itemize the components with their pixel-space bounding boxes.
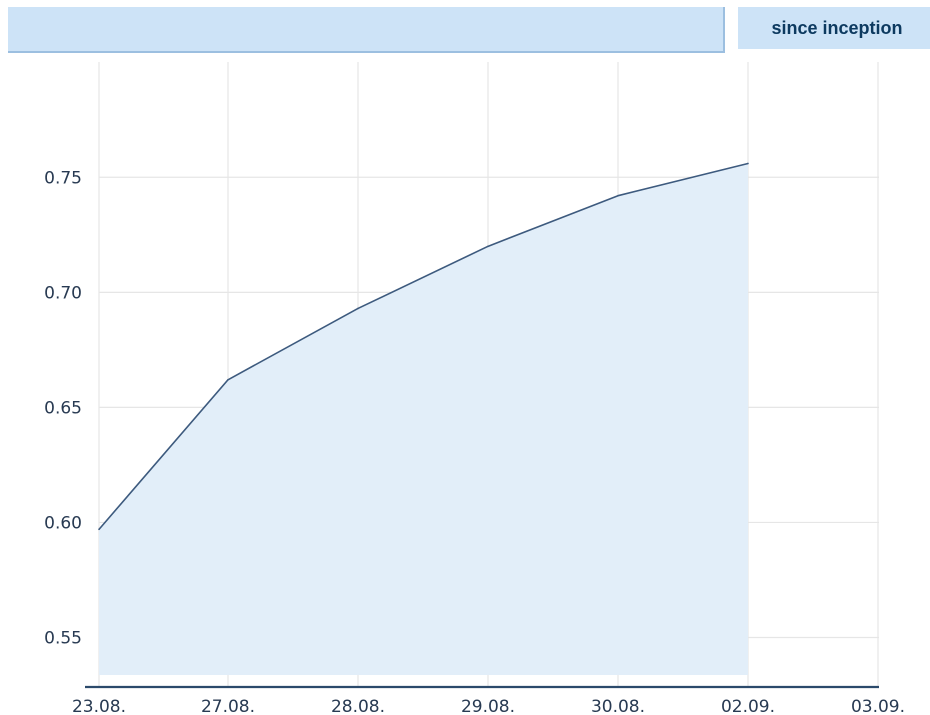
x-tick-label-0: 23.08.	[72, 697, 126, 715]
x-tick-label-6: 03.09.	[851, 697, 905, 715]
chart-header-bar	[8, 7, 725, 53]
data-point-0	[98, 528, 100, 531]
y-tick-label-3: 0.70	[44, 283, 82, 303]
data-point-1	[227, 378, 229, 381]
data-point-5	[747, 162, 749, 165]
data-point-4	[617, 194, 619, 197]
y-tick-label-4: 0.75	[44, 168, 82, 188]
x-tick-label-5: 02.09.	[721, 697, 775, 715]
data-point-3	[487, 245, 489, 248]
x-tick-label-4: 30.08.	[591, 697, 645, 715]
x-tick-label-3: 29.08.	[461, 697, 515, 715]
x-tick-label-1: 27.08.	[201, 697, 255, 715]
y-tick-label-0: 0.55	[44, 628, 82, 648]
tab-since-inception-label: since inception	[771, 17, 903, 38]
area-fill	[99, 163, 748, 675]
x-tick-label-2: 28.08.	[331, 697, 385, 715]
series-line	[98, 162, 749, 530]
y-tick-label-2: 0.65	[44, 398, 82, 418]
data-point-2	[357, 307, 359, 310]
y-tick-label-1: 0.60	[44, 513, 82, 533]
tab-since-inception[interactable]: since inception	[738, 7, 930, 49]
